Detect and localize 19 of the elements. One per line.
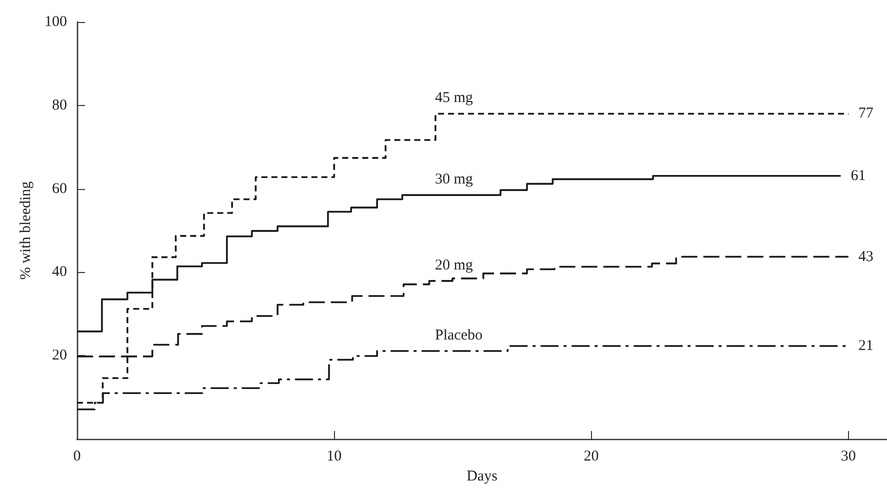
series-label: 20 mg (435, 257, 474, 274)
series-label: 45 mg (435, 90, 474, 106)
y-tick-label: 80 (52, 97, 67, 114)
x-tick-label: 10 (326, 448, 342, 464)
y-tick-label: 100 (44, 14, 67, 30)
annotation: 77 (858, 106, 874, 122)
series-label: Placebo (435, 328, 482, 344)
x-tick-label: 0 (73, 448, 81, 464)
y-tick-label: 40 (52, 264, 67, 280)
annotation: 43 (858, 248, 874, 265)
annotation: 61 (850, 168, 866, 184)
y-axis-title: % with bleeding (18, 180, 34, 280)
y-tick-label: 20 (52, 348, 67, 364)
y-tick-label: 60 (52, 180, 67, 197)
x-axis-title: Days (466, 468, 498, 484)
series-label: 30 mg (435, 172, 474, 188)
x-tick-label: 30 (840, 448, 856, 464)
x-tick-label: 20 (584, 448, 599, 464)
annotation: 21 (858, 338, 874, 354)
